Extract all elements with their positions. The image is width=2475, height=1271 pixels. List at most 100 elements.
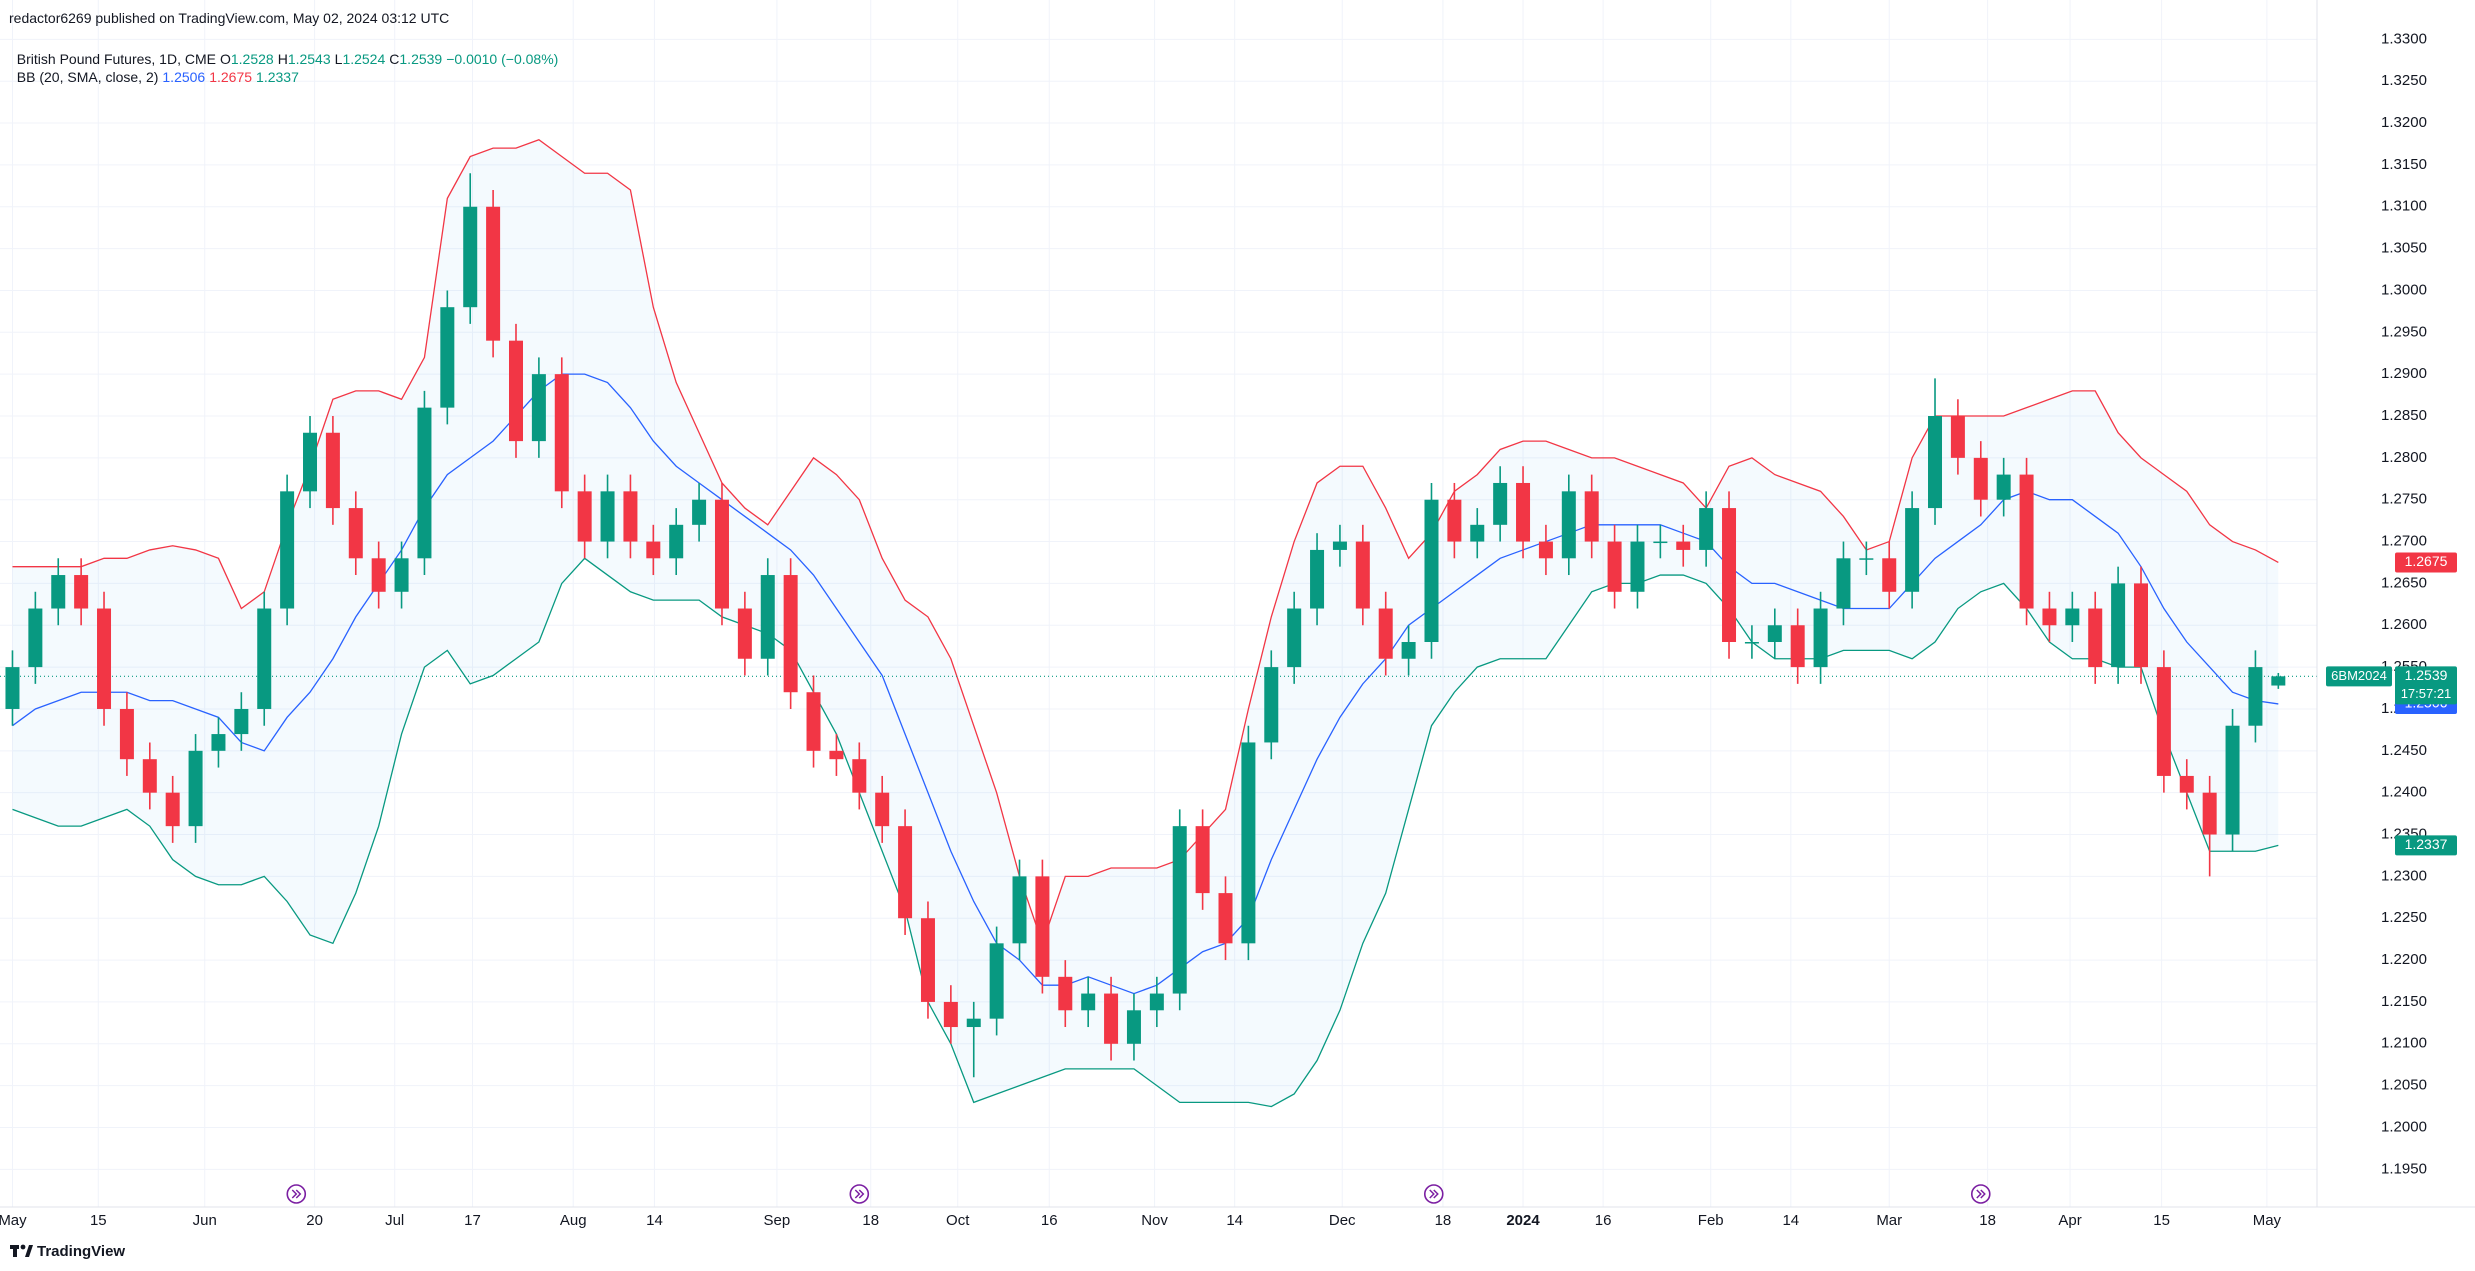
indicator-line: BB (20, SMA, close, 2) 1.2506 1.2675 1.2337: [9, 53, 303, 85]
candle-body: [1882, 558, 1897, 592]
candle-body: [1195, 826, 1210, 894]
bb-middle-value: 1.2506: [162, 69, 206, 85]
y-tick-label: 1.2950: [2381, 323, 2427, 340]
candle-body: [2248, 667, 2263, 726]
bb-lower-value: 1.2337: [256, 69, 299, 85]
candle-body: [875, 792, 890, 827]
band-fill: [12, 139, 2279, 1107]
upper-tag: [2395, 552, 2457, 573]
candle-body: [2202, 792, 2217, 835]
header-line: British Pound Futures, 1D, CME O1.2528 H 1.…: [9, 35, 562, 67]
candle-body: [1538, 541, 1553, 559]
y-tick-label: 1.2850: [2381, 407, 2427, 424]
candle-body: [783, 575, 798, 693]
candle-body: [1332, 541, 1347, 550]
x-tick-label: May: [0, 1212, 27, 1229]
logo-part: [13, 1245, 17, 1257]
y-tick-label: 1.2600: [2381, 616, 2427, 633]
bb-upper-value: 1.2675: [209, 69, 253, 85]
candle-body: [5, 667, 20, 709]
event-marker: [286, 1184, 307, 1204]
candle-body: [1722, 508, 1737, 643]
x-tick-label: 17: [464, 1212, 481, 1229]
y-tick-label: 1.2800: [2381, 449, 2427, 466]
x-tick-label: 15: [90, 1212, 107, 1229]
candle-body: [692, 499, 707, 525]
candle-body: [600, 491, 615, 542]
x-tick-label: Jun: [193, 1212, 217, 1229]
ohlc-label: O: [219, 51, 231, 67]
indicator-label: BB (20, SMA, close, 2): [16, 69, 159, 85]
x-tick-label: 18: [1979, 1212, 1996, 1229]
candle-body: [303, 432, 318, 492]
last-price-label: 1.2539: [2405, 667, 2448, 683]
ohlc-label: H: [277, 51, 288, 67]
ohlc-value: 1.2539: [399, 51, 443, 67]
event-icon: [1976, 1189, 1986, 1199]
candle-body: [51, 575, 66, 609]
candle-body: [1058, 976, 1073, 1011]
candle-body: [1607, 541, 1622, 592]
candle-body: [1310, 549, 1325, 609]
x-tick-label: 16: [1041, 1212, 1058, 1229]
candle-body: [852, 759, 867, 793]
ohlc-label: C: [389, 51, 400, 67]
y-tick-label: 1.3100: [2381, 198, 2427, 215]
y-tick-label: 1.2750: [2381, 491, 2427, 508]
candle-body: [943, 1001, 958, 1028]
y-tick-label: 1.2150: [2381, 993, 2427, 1010]
x-tick-label: Dec: [1329, 1212, 1356, 1229]
candle-body: [440, 307, 455, 408]
symbol-tag-label: 6BM2024: [2331, 668, 2387, 683]
event-marker: [1423, 1184, 1444, 1204]
branding-text: TradingView: [37, 1243, 125, 1260]
candle-body: [1813, 608, 1828, 668]
y-tick-label: 1.2700: [2381, 533, 2427, 550]
candle-body: [257, 608, 272, 709]
symbol-title: British Pound Futures, 1D, CME: [16, 51, 216, 67]
candle-body: [989, 943, 1004, 1019]
candle-body: [623, 491, 638, 542]
candle-body: [97, 608, 112, 709]
candle-body: [165, 792, 180, 827]
event-icon: [1429, 1189, 1439, 1199]
candle-body: [2271, 676, 2286, 686]
candle-body: [1630, 541, 1645, 592]
bb-middle-line: [12, 373, 2279, 995]
candle-body: [1104, 993, 1119, 1044]
x-tick-label: 20: [306, 1212, 323, 1229]
y-tick-label: 1.2000: [2381, 1118, 2427, 1135]
candle-body: [1699, 508, 1714, 550]
candle-body: [1081, 993, 1096, 1011]
candle-body: [966, 1018, 981, 1028]
y-tick-label: 1.1950: [2381, 1160, 2427, 1177]
y-tick-label: 1.2400: [2381, 784, 2427, 801]
x-tick-label: 14: [1782, 1212, 1799, 1229]
x-tick-label: 14: [1226, 1212, 1243, 1229]
candle-body: [1584, 491, 1599, 542]
candle-body: [920, 918, 935, 1002]
candle-body: [1447, 499, 1462, 542]
x-tick-label: Sep: [764, 1212, 791, 1229]
candle-body: [2019, 474, 2034, 609]
candle-body: [1126, 1010, 1141, 1044]
y-tick-label: 1.2100: [2381, 1035, 2427, 1052]
ohlc-label: L: [334, 51, 343, 67]
candle-body: [760, 575, 775, 659]
y-tick-label: 1.2650: [2381, 574, 2427, 591]
candle-body: [234, 708, 249, 735]
ohlc-value: 1.2528: [230, 51, 274, 67]
candle-body: [577, 491, 592, 542]
candle-body: [2225, 725, 2240, 835]
x-tick-label: 18: [1435, 1212, 1452, 1229]
y-tick-label: 1.2200: [2381, 951, 2427, 968]
candle-body: [325, 432, 340, 509]
candle-body: [2088, 608, 2103, 668]
candle-body: [1493, 482, 1508, 525]
y-tick-label: 1.3050: [2381, 240, 2427, 257]
candle-body: [829, 750, 844, 760]
candle-body: [737, 608, 752, 659]
candle-body: [1859, 558, 1874, 560]
